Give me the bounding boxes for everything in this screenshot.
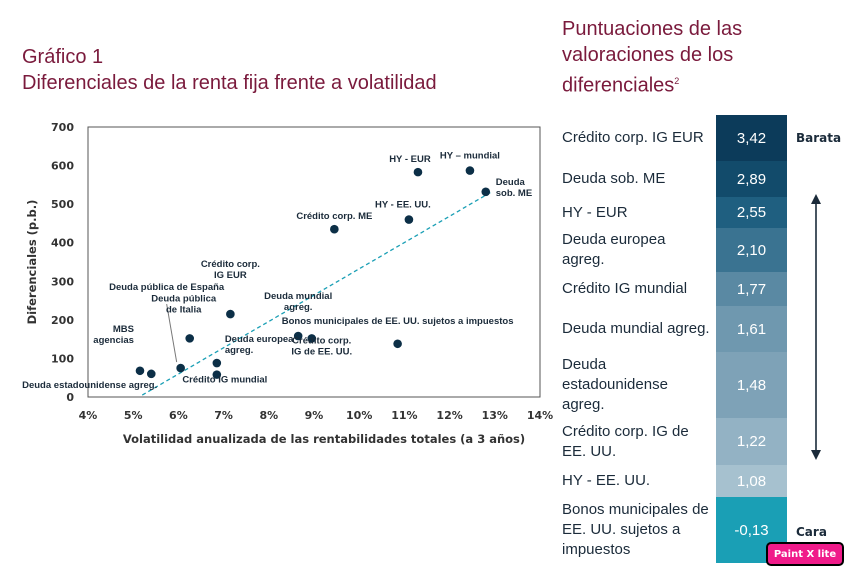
x-tick-label: 9%: [305, 409, 324, 422]
x-tick-label: 7%: [214, 409, 233, 422]
y-tick-label: 100: [51, 352, 74, 365]
data-point: [185, 334, 194, 343]
panel-title-line2: valoraciones de los: [562, 44, 734, 66]
chart-title-line1: Gráfico 1: [22, 46, 104, 68]
point-label: Crédito IG mundial: [182, 375, 267, 386]
score-row-name: Deuda sob. ME: [562, 170, 666, 187]
data-point: [212, 358, 222, 368]
point-label: Deuda pública: [151, 293, 217, 304]
score-row-name: Deuda estadounidense agreg.: [562, 356, 668, 413]
x-tick-label: 4%: [79, 409, 98, 422]
score-value: 3,42: [716, 115, 787, 161]
score-value: 2,10: [716, 228, 787, 272]
data-point: [330, 224, 339, 234]
point-label: Crédito corp.: [201, 259, 260, 270]
cheap-label: Barata: [796, 131, 842, 145]
x-tick-label: 14%: [527, 409, 553, 422]
x-tick-label: 10%: [346, 409, 372, 422]
score-row-name: Crédito corp. IG de EE. UU.: [562, 422, 689, 460]
x-tick-label: 6%: [169, 409, 188, 422]
point-label: IG de EE. UU.: [291, 346, 352, 357]
paint-x-lite-badge[interactable]: Paint X lite: [766, 542, 844, 566]
score-row-name: Crédito corp. IG EUR: [562, 129, 704, 146]
point-label: Deuda mundial: [264, 291, 332, 302]
data-point: [146, 369, 156, 379]
chart-title-line2: Diferenciales de la renta fija frente a …: [22, 72, 437, 94]
score-value: 1,22: [716, 418, 787, 465]
point-label: IG EUR: [214, 270, 247, 281]
y-tick-label: 400: [51, 237, 74, 250]
data-point: [404, 215, 414, 224]
y-tick-label: 300: [51, 275, 74, 288]
y-tick-label: 600: [51, 160, 74, 173]
score-value: 2,55: [716, 197, 787, 228]
expensive-label: Cara: [796, 525, 827, 539]
data-point: [176, 363, 185, 373]
score-row-name: Deuda europea agreg.: [562, 231, 666, 268]
point-label: HY – mundial: [440, 151, 500, 162]
data-point: [307, 334, 317, 343]
point-label: Deuda pública de España: [109, 282, 225, 293]
y-tick-label: 700: [51, 121, 74, 134]
data-point: [393, 339, 402, 349]
x-tick-label: 12%: [436, 409, 462, 422]
data-point: [135, 366, 145, 376]
y-tick-label: 200: [51, 314, 74, 327]
score-value: 1,61: [716, 306, 787, 352]
score-value: 2,89: [716, 161, 787, 197]
panel-title-line3-text: diferenciales: [562, 74, 675, 97]
data-point: [481, 187, 491, 197]
x-tick-label: 5%: [124, 409, 143, 422]
data-point: [465, 166, 475, 175]
data-point: [212, 370, 222, 379]
point-label: agencias: [93, 335, 134, 346]
plot-area-border: [87, 126, 541, 398]
pointer-line: [166, 303, 178, 363]
double-arrow-icon: [811, 194, 821, 460]
score-row-name: Deuda mundial agreg.: [562, 320, 710, 337]
point-label: agreg.: [225, 345, 254, 356]
y-tick-label: 0: [66, 391, 74, 404]
x-tick-label: 13%: [482, 409, 508, 422]
panel-title-line3: diferenciales2: [562, 68, 792, 99]
panel-title-line1: Puntuaciones de las: [562, 18, 743, 40]
x-axis-title: Volatilidad anualizada de las rentabilid…: [123, 432, 525, 446]
y-axis-title: Diferenciales (p.b.): [25, 200, 39, 325]
x-tick-label: 8%: [259, 409, 278, 422]
point-label: HY - EUR: [389, 154, 431, 165]
score-value: 1,48: [716, 352, 787, 418]
point-label: Deuda europea: [225, 334, 294, 345]
score-row-name: HY - EUR: [562, 203, 628, 221]
point-label: Crédito corp.: [292, 335, 351, 346]
point-label: HY - EE. UU.: [375, 200, 431, 211]
x-tick-label: 11%: [391, 409, 417, 422]
y-tick-label: 500: [51, 198, 74, 211]
panel-title: Puntuaciones de las valoraciones de los …: [562, 16, 792, 99]
data-point: [293, 331, 303, 341]
point-label: Bonos municipales de EE. UU. sujetos a i…: [282, 316, 514, 327]
point-label: MBS: [113, 324, 134, 335]
score-row-name: HY - EE. UU.: [562, 472, 651, 489]
point-label: Deuda estadounidense agreg.: [22, 380, 157, 391]
score-value: 1,08: [716, 465, 787, 497]
scatter-chart: 0 100 200 300 400 500 600 700 4% 5% 6% 7% 8% 9% 10% 11%…: [22, 121, 553, 446]
point-label: de Italia: [166, 304, 202, 315]
point-label: Deuda: [496, 177, 526, 188]
footnote-marker: 2: [674, 76, 680, 86]
score-value: 1,77: [716, 272, 787, 306]
point-label: agreg.: [284, 302, 313, 313]
data-point: [413, 167, 423, 177]
chart-title: Gráfico 1 Diferenciales de la renta fija…: [22, 44, 542, 96]
point-label: Crédito corp. ME: [296, 211, 372, 222]
data-point: [226, 309, 235, 319]
score-row-name: Bonos municipales de EE. UU. sujetos a i…: [562, 501, 709, 558]
point-label: sob. ME: [496, 188, 532, 199]
score-row-name: Crédito IG mundial: [562, 280, 688, 297]
